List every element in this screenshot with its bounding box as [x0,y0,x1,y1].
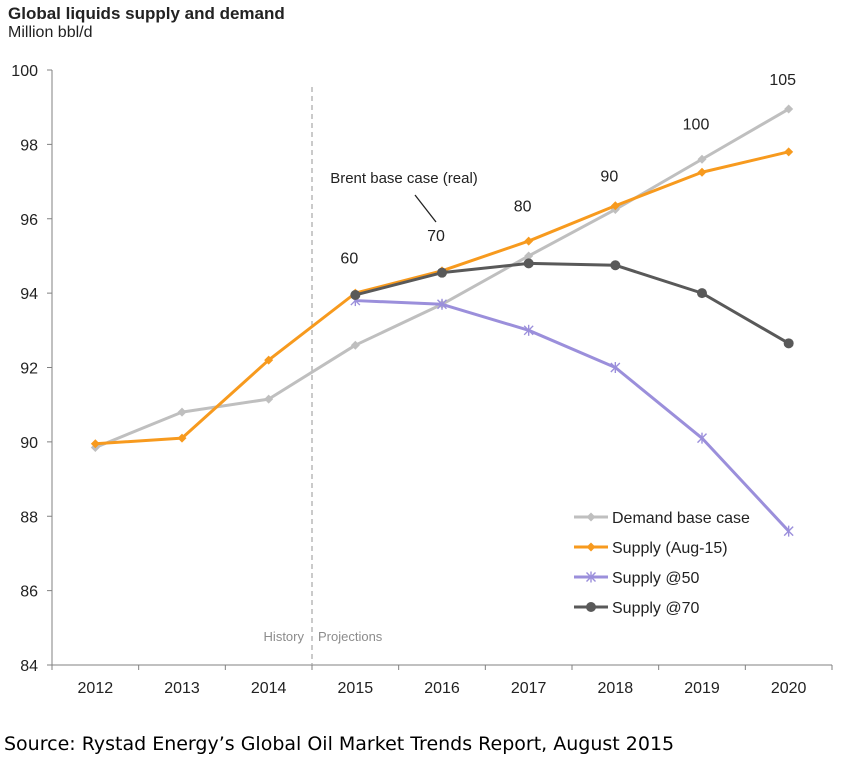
legend-label: Supply (Aug-15) [612,540,728,557]
y-tick-label: 98 [20,137,38,154]
supply-at-50-point [697,432,707,444]
supply-at-70-point [523,258,534,269]
brent-label: Brent base case (real) [330,170,478,187]
x-tick-label: 2014 [251,680,287,697]
demand-base-case-point [697,154,707,164]
supply-aug-15-point [610,201,620,211]
y-tick-label: 92 [20,361,38,378]
brent-price-label: 105 [769,72,796,89]
x-tick-label: 2018 [598,680,634,697]
x-tick-label: 2020 [771,680,807,697]
demand-base-case-point [784,104,794,114]
demand-base-case-line [94,107,790,449]
supply-at-70-point [610,260,621,271]
y-tick-label: 84 [20,658,38,675]
y-tick-label: 88 [20,509,38,526]
demand-base-case-point [177,407,187,417]
y-tick-label: 100 [11,63,38,80]
x-tick-label: 2016 [424,680,460,697]
supply-at-50-point [610,362,621,373]
supply-at-50-point [523,324,534,336]
y-tick-label: 86 [20,584,38,601]
brent-price-label: 70 [427,228,445,245]
supply-at-70-point [783,338,794,349]
demand-base-case-point [524,251,534,261]
brent-price-label: 60 [340,250,358,267]
supply-at-70-point [437,267,447,278]
supply-aug-15-point [264,355,274,365]
demand-base-case-point [350,340,360,350]
y-tick-label: 90 [20,435,38,452]
legend-label: Supply @50 [612,570,700,587]
supply-at-70-point [350,289,361,300]
supply-at-50-point [437,298,447,310]
brent-leader-line [414,194,437,223]
brent-price-label: 80 [514,198,532,215]
legend-swatch-marker [586,512,596,522]
legend-swatch-marker [586,602,596,612]
chart-subtitle: Million bbl/d [8,24,93,41]
brent-price-label: 90 [600,169,618,186]
supply-at-70-line [354,261,790,345]
supply-aug-15-point [177,433,187,443]
x-tick-label: 2012 [78,680,114,697]
supply-aug-15-line [95,150,790,446]
supply-aug-15-point [697,167,707,177]
legend-label: Supply @70 [612,600,700,617]
x-tick-label: 2019 [684,680,720,697]
x-tick-label: 2013 [164,680,200,697]
supply-aug-15-point [90,439,100,449]
history-label: History [264,629,305,644]
supply-at-70-point [697,288,707,299]
supply-aug-15-point [784,147,794,157]
x-tick-label: 2017 [511,680,547,697]
legend-swatch-marker [586,571,596,583]
y-tick-label: 96 [20,212,38,229]
legend-label: Demand base case [612,510,750,527]
source-note: Source: Rystad Energy’s Global Oil Marke… [4,733,675,755]
demand-base-case-point [264,394,274,404]
legend-swatch-marker [586,542,596,552]
projections-label: Projections [318,629,383,644]
supply-at-50-line [355,299,790,533]
supply-aug-15-point [524,236,534,246]
supply-at-50-point [783,525,794,537]
line-chart: 84 86 88 90 92 94 96 98 100 2012 2013 2014 2015 2016 2… [11,63,833,697]
y-tick-label: 94 [20,286,38,303]
chart-title: Global liquids supply and demand [8,4,285,23]
x-tick-label: 2015 [338,680,374,697]
brent-price-label: 100 [683,117,710,134]
